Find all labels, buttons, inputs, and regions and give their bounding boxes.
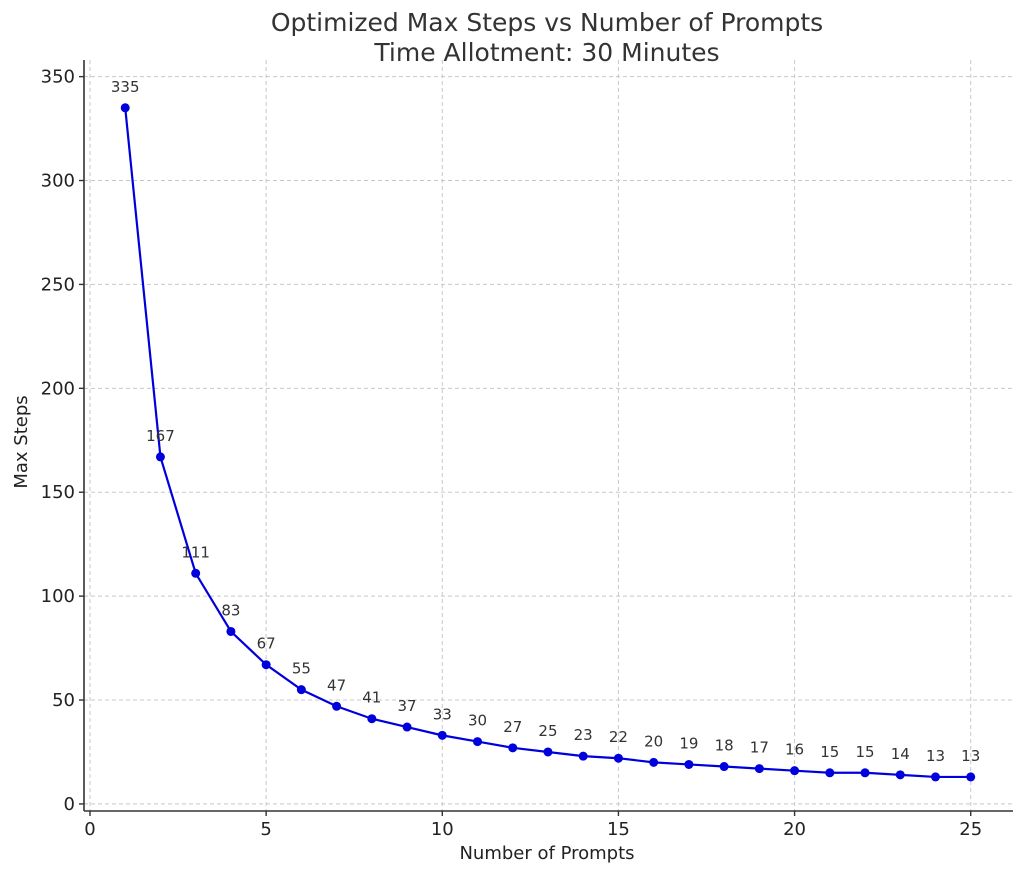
data-label: 67 [257,635,276,653]
y-tick-label: 150 [41,482,75,503]
data-point [966,772,976,782]
data-label: 47 [327,676,346,694]
data-point [613,753,623,763]
chart-title: Optimized Max Steps vs Number of Prompts [271,8,823,37]
data-label: 23 [574,726,593,744]
x-tick-label: 25 [959,819,982,840]
data-point [402,722,412,732]
data-point [226,626,236,636]
x-tick-label: 5 [260,819,271,840]
data-label: 55 [292,660,311,678]
series-line [124,107,971,779]
data-label: 83 [221,601,240,619]
data-point [895,770,905,780]
y-tick-label: 250 [41,274,75,295]
data-point [754,764,764,774]
data-point [508,743,518,753]
data-label: 37 [398,697,417,715]
data-label: 30 [468,712,487,730]
data-point [191,568,201,578]
data-label: 41 [362,689,381,707]
data-point [367,714,377,724]
data-point [261,660,271,670]
data-label: 25 [538,722,557,740]
y-tick-label: 200 [41,378,75,399]
y-tick-label: 100 [41,586,75,607]
data-label: 18 [715,737,734,755]
x-axis-label: Number of Prompts [459,843,634,864]
y-tick-label: 350 [41,67,75,88]
data-label: 33 [433,705,452,723]
data-label: 17 [750,739,769,757]
data-label: 16 [785,741,804,759]
data-point [790,766,800,776]
data-label: 13 [926,747,945,765]
y-axis-label: Max Steps [11,395,32,488]
x-tick-label: 0 [84,819,95,840]
data-label: 15 [820,743,839,761]
data-point [155,452,165,462]
data-point [332,701,342,711]
data-point [578,751,588,761]
chart-subtitle: Time Allotment: 30 Minutes [373,38,719,67]
data-label: 19 [679,734,698,752]
data-point [296,685,306,695]
data-label: 22 [609,728,628,746]
series-max-steps: 335 167 111 83 67 55 47 41 37 33 30 27 25 23 22 20 19 18 1… [111,78,980,782]
data-point [437,730,447,740]
y-tick-label: 0 [64,794,75,815]
data-point [719,762,729,772]
x-tick-label: 20 [783,819,806,840]
data-label: 20 [644,732,663,750]
data-label: 167 [146,427,175,445]
y-tick-label: 50 [52,690,75,711]
data-label: 335 [111,78,140,96]
data-point [930,772,940,782]
y-tick-label: 300 [41,171,75,192]
data-label: 15 [855,743,874,761]
data-point [543,747,553,757]
x-tick-label: 10 [431,819,454,840]
x-tick-label: 15 [607,819,630,840]
data-point [684,759,694,769]
data-point [860,768,870,778]
data-label: 14 [891,745,910,763]
data-point [825,768,835,778]
gridlines [84,60,1013,811]
data-point [473,737,483,747]
data-label: 27 [503,718,522,736]
data-point [120,103,130,113]
data-point [649,757,659,767]
data-label: 111 [181,543,210,561]
data-label: 13 [961,747,980,765]
